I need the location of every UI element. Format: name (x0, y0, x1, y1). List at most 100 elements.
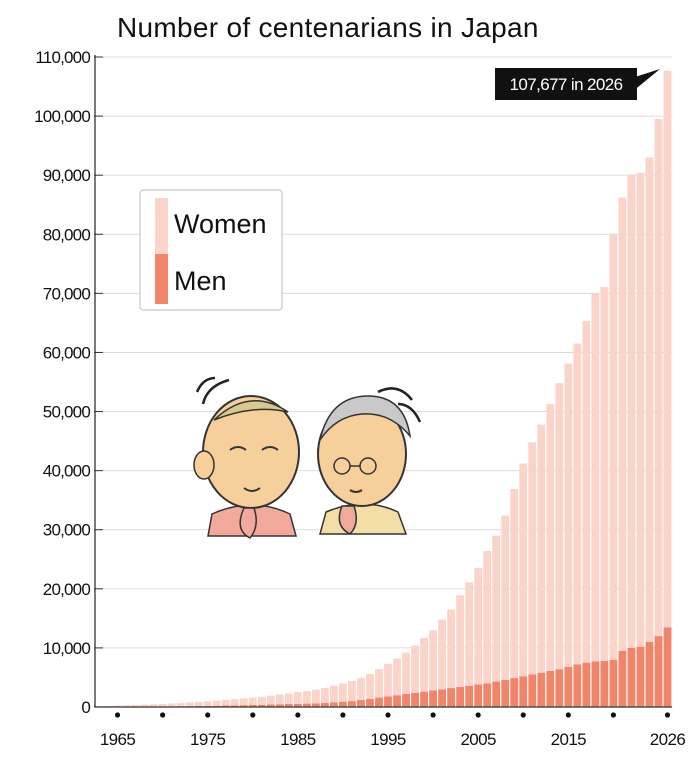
bar-women (483, 551, 492, 684)
x-tick-dot (475, 712, 481, 718)
bar-women (600, 286, 609, 661)
y-tick-label: 40,000 (43, 462, 91, 481)
bar-men (357, 699, 365, 707)
x-tick-label: 1995 (370, 730, 406, 749)
y-tick-label: 20,000 (43, 580, 91, 599)
legend-box (139, 189, 283, 311)
bar-women (591, 293, 600, 662)
bar-women (528, 442, 537, 675)
bar-men (411, 692, 419, 707)
bar-women (564, 363, 573, 667)
bar-men (366, 698, 374, 707)
bar-women (284, 693, 293, 705)
x-tick-dot (160, 712, 166, 718)
y-tick-label: 90,000 (43, 166, 91, 185)
bar-men (519, 676, 528, 707)
x-tick-dot (250, 712, 256, 718)
bar-men (348, 701, 356, 707)
bar-men (465, 685, 474, 707)
y-tick-label: 70,000 (43, 284, 91, 303)
bar-women (375, 669, 383, 698)
bar-women (429, 630, 437, 691)
y-tick-label: 30,000 (43, 521, 91, 540)
bar-women (330, 685, 338, 703)
bar-women (302, 691, 311, 704)
x-tick-dot (610, 712, 616, 718)
bar-women (501, 515, 510, 680)
bar-men (375, 697, 383, 707)
bar-women (212, 700, 221, 706)
bar-women (131, 704, 140, 707)
bar-women (149, 704, 158, 707)
bar-women (122, 705, 131, 707)
bar-women (546, 403, 555, 671)
bar-women (230, 699, 239, 706)
bar-men (438, 689, 447, 707)
legend: Women Men (139, 189, 283, 311)
bar-women (348, 681, 356, 702)
bar-men (221, 705, 230, 707)
y-tick-label: 80,000 (43, 225, 91, 244)
y-tick-label: 110,000 (35, 48, 90, 67)
bar-women (519, 463, 528, 677)
bar-men (654, 636, 663, 707)
bar-women (537, 424, 546, 673)
bar-men (266, 704, 275, 707)
bar-men (248, 704, 257, 707)
bar-women (555, 383, 564, 670)
bar-men (320, 702, 329, 707)
bar-women (438, 619, 447, 690)
bar-men (420, 691, 428, 707)
y-tick-label: 50,000 (43, 403, 91, 422)
bar-men (636, 646, 645, 707)
annotation-label: 107,677 in 2026 (510, 75, 623, 94)
x-tick-label: 2005 (460, 730, 496, 749)
bar-men (402, 694, 410, 707)
bar-women (293, 692, 302, 704)
bar-women (447, 609, 456, 689)
bar-men (645, 642, 654, 707)
bar-men (257, 704, 266, 707)
bars (95, 70, 672, 707)
bar-women (221, 699, 230, 706)
bar-women (248, 697, 257, 705)
bar-women (654, 119, 663, 637)
elderly-couple-illustration (193, 376, 422, 539)
bar-women (266, 695, 275, 705)
bar-women (320, 688, 329, 703)
x-tick-label: 2015 (551, 730, 587, 749)
annotation: 107,677 in 2026 (495, 68, 660, 100)
old-man-illustration (193, 376, 300, 539)
bar-women (645, 157, 654, 643)
bar-men (339, 701, 347, 707)
bar-men (492, 681, 501, 707)
x-tick-dot (520, 712, 526, 718)
x-tick-dot (565, 712, 571, 718)
bar-men (537, 672, 546, 707)
bar-men (429, 690, 437, 707)
bar-women (636, 172, 645, 647)
old-woman-illustration (317, 387, 422, 535)
x-tick-label: 1985 (280, 730, 316, 749)
bar-men (555, 669, 564, 707)
bar-women (393, 658, 401, 696)
axes (94, 55, 672, 708)
bar-women (185, 702, 194, 707)
bar-men (302, 703, 311, 707)
bar-men (284, 704, 293, 707)
bar-men (230, 705, 239, 707)
bar-men (663, 627, 672, 707)
annotation-box (495, 68, 637, 100)
legend-label-men: Men (174, 266, 227, 296)
x-tick-dot (664, 712, 671, 718)
bar-women (167, 703, 176, 707)
x-tick-dot (340, 712, 346, 718)
bar-men (330, 702, 338, 707)
bar-men (627, 647, 636, 707)
bar-men (501, 679, 510, 707)
bar-men (293, 703, 302, 707)
bar-women (384, 663, 392, 697)
bar-men (591, 661, 600, 707)
bar-men (528, 674, 537, 707)
